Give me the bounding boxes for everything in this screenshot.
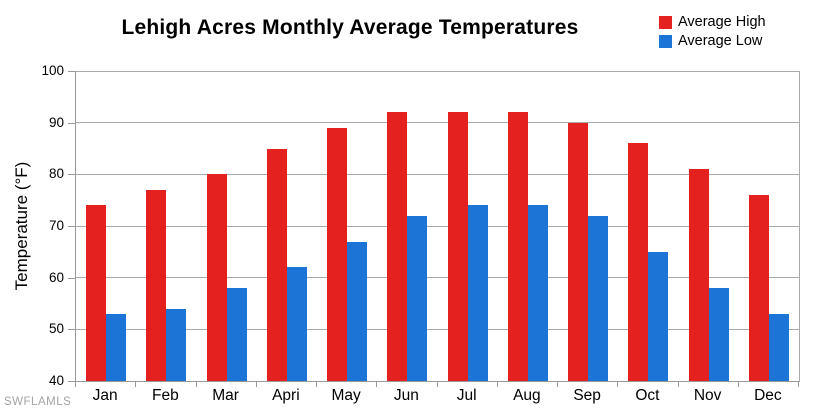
- x-tick-11: [737, 382, 739, 387]
- y-tick-80: [68, 174, 75, 176]
- bar-average-high-jan: [86, 205, 107, 381]
- bar-average-high-feb: [146, 189, 167, 381]
- y-tick-40: [68, 381, 75, 382]
- bar-average-low-jan: [106, 313, 127, 381]
- x-tick-8: [557, 382, 558, 387]
- bar-average-low-nov: [708, 288, 729, 381]
- x-category-label-dec: Dec: [754, 387, 782, 404]
- y-tick-70: [68, 226, 75, 227]
- x-tick-5: [376, 382, 378, 387]
- x-category-label-jun: Jun: [393, 387, 419, 404]
- bar-average-high-oct: [628, 143, 649, 381]
- bar-average-low-sep: [588, 215, 609, 381]
- x-tick-9: [617, 382, 619, 387]
- chart-title: Lehigh Acres Monthly Average Temperature…: [121, 16, 579, 39]
- plot-area: [75, 70, 800, 382]
- bar-average-low-jul: [467, 205, 488, 381]
- x-tick-7: [496, 382, 498, 387]
- y-tick-50: [68, 329, 75, 331]
- gridline-70: [76, 225, 799, 227]
- legend-label-average-high: Average High: [678, 14, 766, 30]
- bar-average-low-may: [347, 241, 368, 381]
- gridline-100: [76, 70, 799, 72]
- x-tick-2: [195, 382, 197, 387]
- x-category-label-may: May: [331, 387, 361, 404]
- x-category-label-sep: Sep: [573, 387, 601, 404]
- x-tick-0: [75, 382, 76, 387]
- bar-average-high-jun: [387, 112, 408, 381]
- legend-item-average-high: Average High: [659, 13, 766, 32]
- y-tick-label-50: 50: [48, 321, 64, 337]
- y-tick-label-70: 70: [48, 218, 64, 233]
- y-tick-label-90: 90: [48, 114, 64, 130]
- bar-average-high-may: [327, 127, 348, 381]
- legend: Average High Average Low: [659, 13, 766, 51]
- x-tick-10: [677, 382, 679, 387]
- x-category-label-feb: Feb: [152, 387, 179, 404]
- x-category-label-jan: Jan: [92, 387, 118, 404]
- gridline-50: [76, 328, 799, 330]
- legend-item-average-low: Average Low: [659, 32, 766, 51]
- x-category-label-mar: Mar: [212, 387, 239, 404]
- gridline-80: [76, 173, 799, 175]
- bar-average-low-feb: [166, 308, 187, 381]
- legend-label-average-low: Average Low: [678, 33, 763, 49]
- bar-average-low-oct: [648, 251, 669, 381]
- legend-swatch-average-high-icon: [659, 16, 672, 29]
- y-tick-label-60: 60: [48, 269, 64, 285]
- y-tick-60: [68, 277, 75, 279]
- bar-average-low-apri: [286, 267, 307, 381]
- bar-average-high-nov: [688, 169, 709, 381]
- x-tick-12: [798, 382, 799, 387]
- gridline-90: [76, 122, 799, 124]
- x-category-label-apri: Apri: [272, 387, 300, 404]
- x-category-label-aug: Aug: [513, 387, 541, 404]
- gridline-60: [76, 277, 799, 279]
- x-tick-1: [135, 382, 137, 387]
- bar-average-high-jul: [447, 112, 468, 381]
- bar-average-high-sep: [568, 122, 589, 381]
- bar-average-high-mar: [206, 174, 227, 381]
- x-tick-6: [436, 382, 438, 387]
- x-tick-4: [316, 382, 317, 387]
- bar-average-low-aug: [527, 205, 548, 381]
- bar-average-low-dec: [768, 313, 789, 381]
- bar-average-low-jun: [407, 215, 428, 381]
- x-category-label-nov: Nov: [693, 387, 722, 404]
- y-tick-label-100: 100: [41, 63, 64, 78]
- x-category-label-oct: Oct: [635, 387, 660, 404]
- y-tick-100: [68, 71, 75, 72]
- bar-average-high-apri: [266, 148, 287, 381]
- bar-average-high-aug: [507, 112, 528, 381]
- watermark: SWFLAMLS: [4, 396, 72, 408]
- y-tick-90: [68, 122, 75, 124]
- x-tick-3: [255, 382, 257, 387]
- legend-swatch-average-low-icon: [659, 35, 672, 48]
- x-category-label-jul: Jul: [456, 387, 477, 404]
- bar-average-high-dec: [748, 195, 769, 381]
- bar-average-low-mar: [226, 288, 247, 381]
- y-tick-label-40: 40: [48, 373, 64, 388]
- y-tick-label-80: 80: [48, 166, 64, 182]
